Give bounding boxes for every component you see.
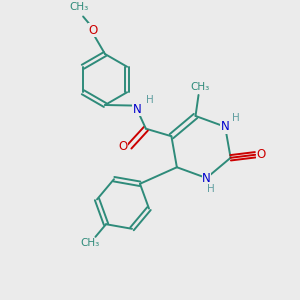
Text: CH₃: CH₃: [190, 82, 210, 92]
Text: O: O: [118, 140, 128, 153]
Text: CH₃: CH₃: [80, 238, 99, 248]
Text: O: O: [88, 23, 98, 37]
Text: N: N: [133, 103, 141, 116]
Text: CH₃: CH₃: [70, 2, 89, 13]
Text: N: N: [202, 172, 211, 184]
Text: H: H: [207, 184, 215, 194]
Text: H: H: [232, 113, 239, 123]
Text: N: N: [221, 120, 230, 133]
Text: H: H: [146, 95, 153, 105]
Text: O: O: [256, 148, 266, 161]
